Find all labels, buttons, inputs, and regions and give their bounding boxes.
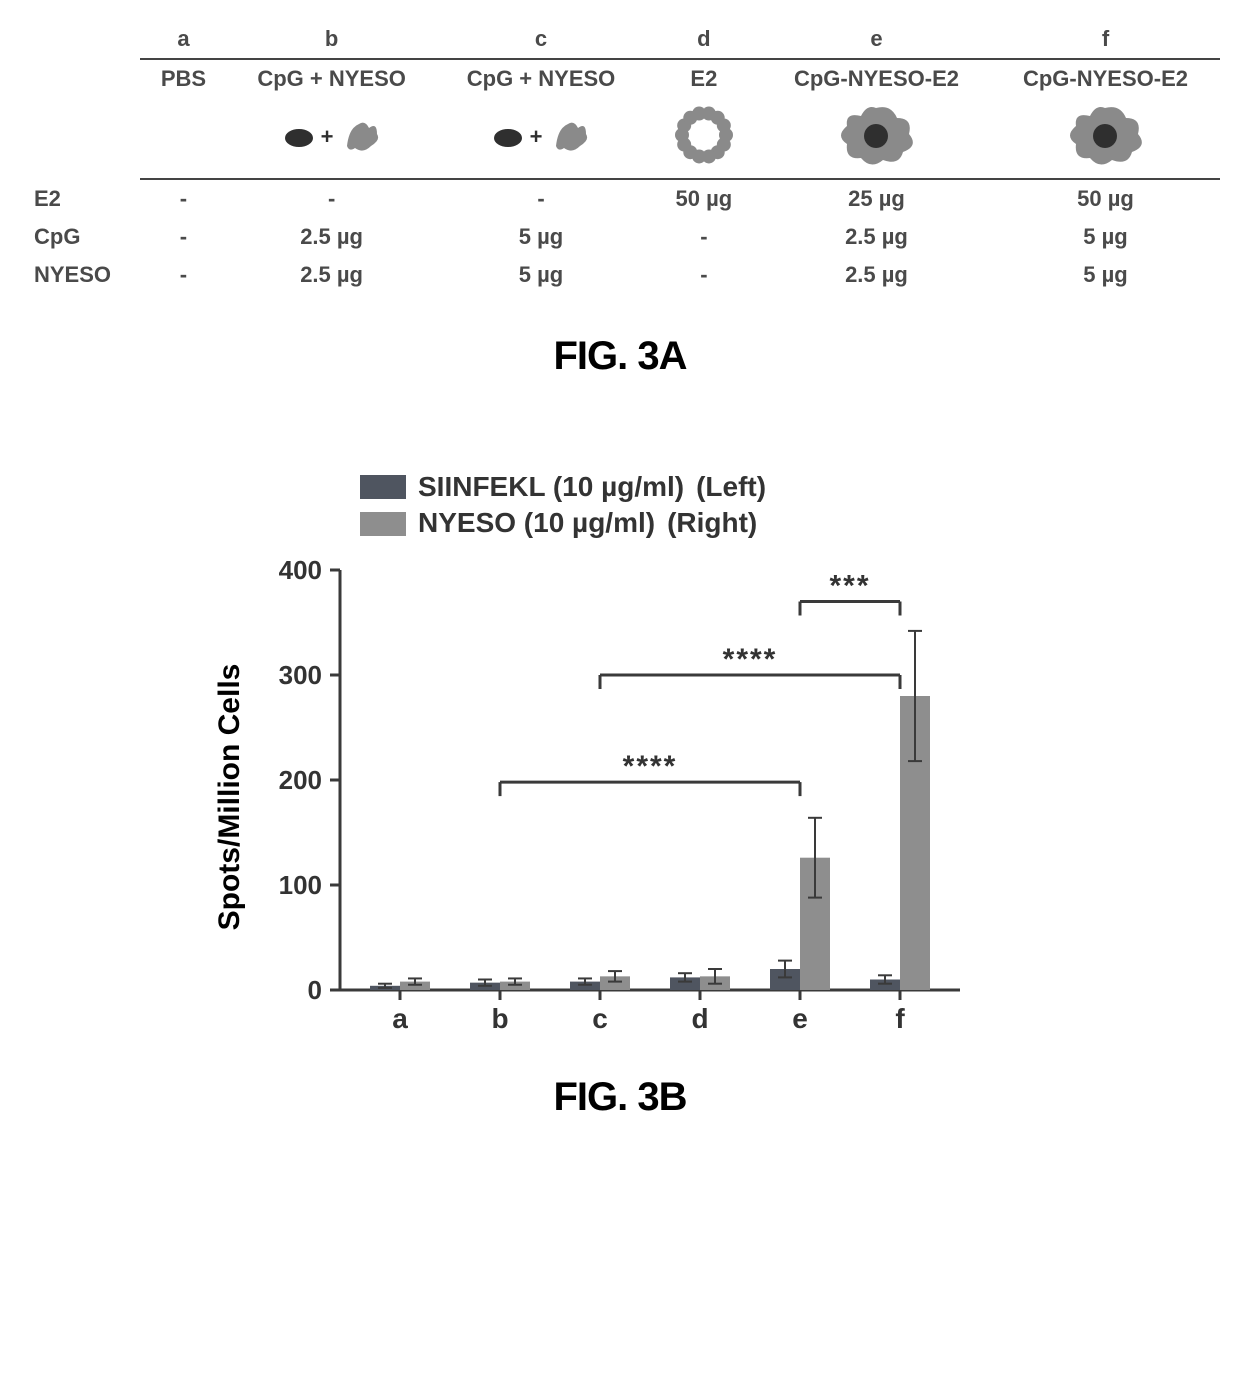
cond-name: CpG-NYESO-E2 (991, 59, 1220, 98)
svg-text:c: c (592, 1003, 608, 1034)
col-letter: b (227, 20, 436, 59)
svg-text:+: + (320, 124, 333, 149)
cell: - (140, 179, 227, 218)
svg-text:f: f (895, 1003, 905, 1034)
cond-name: E2 (646, 59, 762, 98)
table-condition-names: PBS CpG + NYESO CpG + NYESO E2 CpG-NYESO… (20, 59, 1220, 98)
conditions-table: a b c d e f PBS CpG + NYESO CpG + NYESO … (20, 20, 1220, 294)
table-row: NYESO - 2.5 µg 5 µg - 2.5 µg 5 µg (20, 256, 1220, 294)
legend-side: (Right) (667, 505, 757, 541)
cell: 5 µg (991, 256, 1220, 294)
cell: - (646, 218, 762, 256)
cell: 5 µg (436, 218, 645, 256)
figure-caption-3a: FIG. 3A (20, 334, 1220, 379)
cond-name: CpG + NYESO (436, 59, 645, 98)
col-letter: f (991, 20, 1220, 59)
cell: 50 µg (991, 179, 1220, 218)
legend-item: NYESO (10 µg/ml) (Right) (360, 505, 1000, 541)
cell: 25 µg (762, 179, 991, 218)
table-icons-row: + + (20, 98, 1220, 179)
table-row: CpG - 2.5 µg 5 µg - 2.5 µg 5 µg (20, 218, 1220, 256)
legend-swatch-icon (360, 512, 406, 536)
cell: 2.5 µg (227, 218, 436, 256)
svg-text:***: *** (829, 569, 870, 602)
cond-name: CpG-NYESO-E2 (762, 59, 991, 98)
legend-side: (Left) (696, 469, 766, 505)
cell: 2.5 µg (762, 218, 991, 256)
row-label: CpG (20, 218, 140, 256)
cell: 5 µg (436, 256, 645, 294)
svg-text:****: **** (623, 750, 678, 783)
svg-text:b: b (491, 1003, 508, 1034)
cell: 5 µg (991, 218, 1220, 256)
cond-name: CpG + NYESO (227, 59, 436, 98)
col-letter: a (140, 20, 227, 59)
col-letter: c (436, 20, 645, 59)
cond-icon (646, 98, 762, 179)
cond-icon (140, 98, 227, 179)
legend-item: SIINFEKL (10 µg/ml) (Left) (360, 469, 1000, 505)
cell: 2.5 µg (762, 256, 991, 294)
svg-text:d: d (691, 1003, 708, 1034)
col-letter: e (762, 20, 991, 59)
cell: - (140, 218, 227, 256)
legend-swatch-icon (360, 475, 406, 499)
cell: 50 µg (646, 179, 762, 218)
table-row: E2 - - - 50 µg 25 µg 50 µg (20, 179, 1220, 218)
row-label: E2 (20, 179, 140, 218)
legend-label: SIINFEKL (10 µg/ml) (418, 469, 684, 505)
cond-icon: + (227, 98, 436, 179)
svg-text:****: **** (723, 643, 778, 676)
svg-text:200: 200 (279, 765, 322, 795)
figure-caption-3b: FIG. 3B (20, 1075, 1220, 1120)
cell: - (227, 179, 436, 218)
svg-text:+: + (530, 124, 543, 149)
svg-text:0: 0 (308, 975, 322, 1005)
cell: 2.5 µg (227, 256, 436, 294)
legend-label: NYESO (10 µg/ml) (418, 505, 655, 541)
y-axis-label: Spots/Million Cells (213, 664, 247, 931)
cell: - (436, 179, 645, 218)
svg-text:400: 400 (279, 555, 322, 585)
table-header-letters: a b c d e f (20, 20, 1220, 59)
cond-icon: + (436, 98, 645, 179)
bar-chart: 0100200300400abcdef*********** (240, 550, 980, 1040)
cond-icon (762, 98, 991, 179)
cond-name: PBS (140, 59, 227, 98)
svg-text:a: a (392, 1003, 408, 1034)
cell: - (140, 256, 227, 294)
svg-text:100: 100 (279, 870, 322, 900)
row-label: NYESO (20, 256, 140, 294)
chart-legend: SIINFEKL (10 µg/ml) (Left) NYESO (10 µg/… (360, 469, 1000, 542)
svg-text:e: e (792, 1003, 808, 1034)
col-letter: d (646, 20, 762, 59)
bar-chart-region: SIINFEKL (10 µg/ml) (Left) NYESO (10 µg/… (240, 469, 1000, 1045)
cell: - (646, 256, 762, 294)
cond-icon (991, 98, 1220, 179)
svg-text:300: 300 (279, 660, 322, 690)
